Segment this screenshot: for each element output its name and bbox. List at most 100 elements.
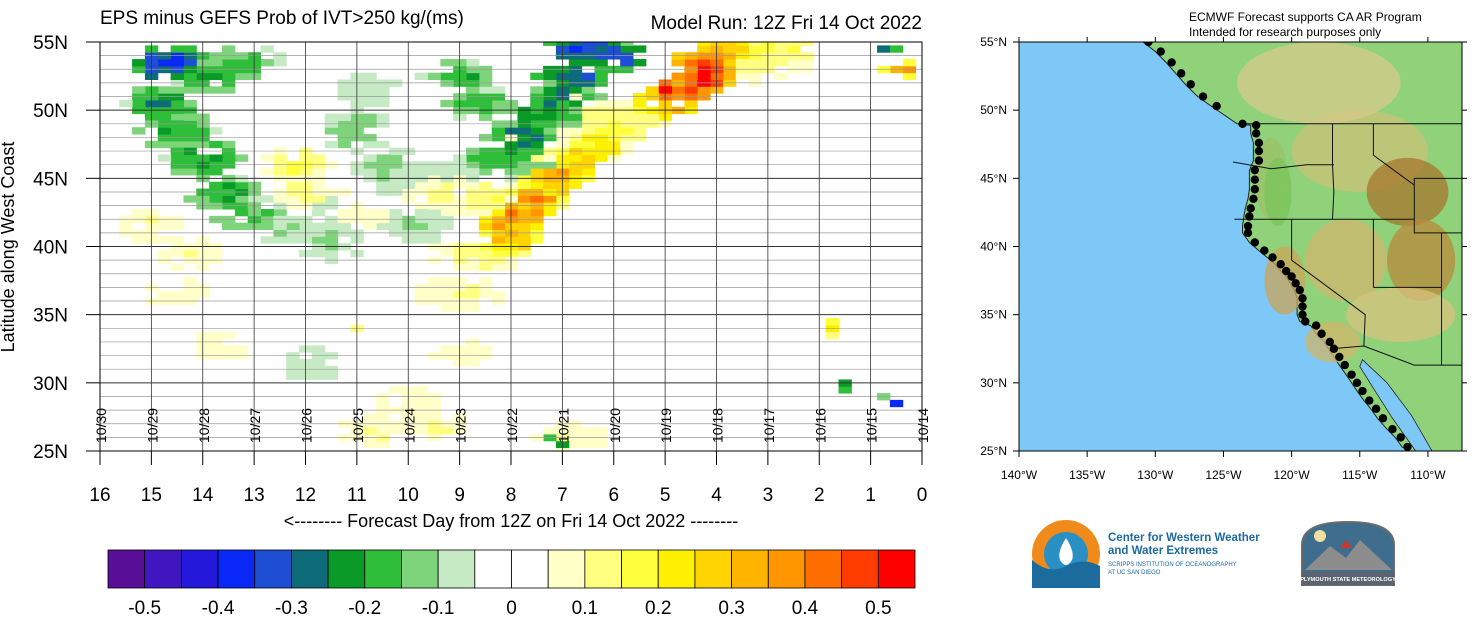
state-border — [1413, 178, 1462, 234]
heatmap-cell — [491, 86, 506, 94]
heatmap-cell — [427, 236, 441, 244]
coast-point — [1298, 310, 1307, 319]
heatmap-cell — [517, 181, 531, 190]
heatmap-cell — [478, 168, 493, 176]
heatmap-cell — [363, 413, 377, 421]
heatmap-cell — [581, 168, 595, 176]
heatmap-cell — [260, 195, 274, 203]
heatmap-cell — [183, 127, 197, 135]
heatmap-cell — [581, 427, 595, 435]
heatmap-cell — [222, 45, 236, 53]
heatmap-cell — [157, 113, 172, 121]
coast-point — [1335, 352, 1344, 362]
heatmap-cell — [209, 127, 223, 135]
colorbar-swatch — [254, 549, 292, 589]
heatmap-cell — [478, 154, 493, 162]
state-border — [1232, 161, 1334, 170]
heatmap-cell — [170, 140, 184, 149]
heatmap-cell — [183, 168, 197, 176]
y-tick-label: 50N — [33, 101, 68, 122]
heatmap-cell — [478, 113, 493, 121]
colorbar-swatch — [144, 549, 182, 589]
coast-point — [1251, 120, 1261, 130]
heatmap-cell — [594, 45, 608, 53]
heatmap-cell — [722, 45, 737, 53]
heatmap-cell — [132, 209, 146, 217]
heatmap-cell — [517, 222, 531, 230]
colorbar-swatch — [877, 549, 916, 589]
heatmap-cell — [697, 42, 711, 46]
heatmap-cell — [183, 195, 197, 203]
coast-point — [1298, 302, 1307, 311]
heatmap-cell — [530, 236, 544, 244]
heatmap-cell — [543, 42, 557, 46]
colorbar-label: -0.3 — [275, 598, 308, 619]
heatmap-cell — [273, 236, 287, 244]
colorbar-label: 0 — [506, 598, 517, 619]
heatmap-cell — [684, 99, 698, 108]
heatmap-cell — [260, 222, 274, 230]
date-label: 10/14 — [915, 408, 931, 443]
heatmap-cell — [517, 236, 531, 244]
heatmap-cell — [363, 222, 377, 230]
coast-point — [1317, 329, 1326, 338]
heatmap-cell — [183, 277, 197, 285]
heatmap-cell — [414, 290, 429, 299]
heatmap-cell — [222, 72, 236, 80]
map-note-line-2: Intended for research purposes only — [1189, 25, 1381, 39]
heatmap-cell — [620, 113, 634, 121]
heatmap-cell — [440, 209, 454, 217]
heatmap-cell — [491, 222, 506, 230]
heatmap-cell — [466, 195, 480, 203]
heatmap-cell — [568, 440, 583, 449]
heatmap-cell — [478, 72, 493, 80]
heatmap-cell — [581, 86, 595, 94]
date-label: 10/29 — [144, 408, 160, 443]
heatmap-cell — [324, 236, 339, 244]
coast-point — [1329, 344, 1339, 353]
heatmap-cell — [517, 127, 531, 135]
heatmap-cell — [311, 222, 326, 230]
heatmap-cell — [735, 42, 750, 46]
heatmap-cell — [311, 168, 326, 176]
heatmap-cell — [363, 440, 377, 449]
heatmap-cell — [440, 304, 454, 312]
colorbar-swatch — [621, 549, 659, 589]
heatmap-cell — [774, 45, 788, 53]
heatmap-cell — [633, 59, 647, 67]
heatmap-cell — [427, 290, 441, 299]
map-lon-label: 140°W — [1001, 468, 1038, 482]
heatmap-cell — [530, 113, 544, 121]
heatmap-cell — [183, 154, 197, 162]
heatmap-cell — [427, 209, 441, 217]
heatmap-cell — [414, 386, 429, 394]
heatmap-cell — [440, 168, 454, 176]
date-label: 10/27 — [247, 408, 263, 443]
heatmap-cell — [671, 59, 685, 67]
heatmap-cell — [543, 168, 557, 176]
heatmap-cell — [260, 154, 274, 162]
heatmap-cell — [170, 86, 184, 94]
heatmap-cell — [440, 290, 454, 299]
coast-point — [1246, 204, 1255, 213]
cw3e-name-line-2: and Water Extremes — [1108, 545, 1218, 557]
heatmap-cell — [222, 331, 236, 340]
colorbar-swatch — [511, 549, 549, 589]
heatmap-cell — [568, 59, 583, 67]
heatmap-cell — [877, 45, 891, 53]
map-lon-label: 130°W — [1137, 468, 1174, 482]
heatmap-cell — [491, 249, 506, 258]
heatmap-cell — [902, 59, 917, 67]
heatmap-cell — [337, 86, 351, 94]
coast-point — [1298, 294, 1307, 303]
heatmap-cell — [466, 345, 480, 353]
colorbar-swatch — [547, 549, 586, 589]
terrain-patch — [1366, 157, 1449, 227]
date-label: 10/26 — [299, 408, 315, 443]
colorbar-swatch — [841, 549, 879, 589]
heatmap-cell — [337, 127, 351, 135]
heatmap-cell — [388, 427, 403, 435]
coast-point — [1250, 165, 1260, 175]
heatmap-cell — [440, 99, 454, 108]
